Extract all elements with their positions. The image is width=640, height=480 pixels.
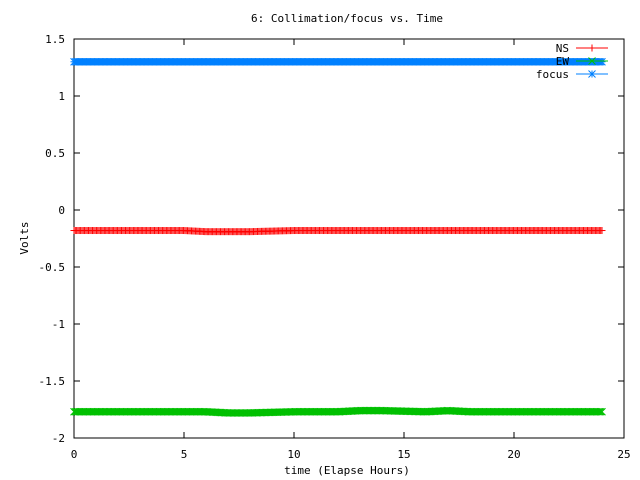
axis-tick-labels: -2 -1.5 -1 -0.5 0 0.5 1 1.5 0 5 10 15 20 25 (39, 33, 631, 461)
data-point-focus (598, 57, 606, 66)
x-tick-label: 20 (507, 448, 520, 461)
legend-marker-NS (588, 44, 596, 52)
legend-marker-focus-d2 (588, 70, 596, 78)
y-tick-label: 0 (58, 204, 65, 217)
legend-label-NS: NS (556, 42, 569, 55)
data-point-EW-d2 (598, 407, 606, 416)
data-point-EW (596, 407, 605, 416)
x-tick-label: 5 (181, 448, 188, 461)
y-tick-label: 0.5 (45, 147, 65, 160)
y-tick-label: -1 (52, 318, 65, 331)
legend-marker-EW (588, 57, 596, 65)
series-focus (70, 57, 606, 66)
x-tick-label: 10 (287, 448, 300, 461)
legend-marker-EW-d2 (588, 57, 596, 65)
y-tick-label: -0.5 (39, 261, 66, 274)
x-tick-label: 15 (397, 448, 410, 461)
x-tick-label: 25 (617, 448, 630, 461)
legend-marker-focus (588, 70, 596, 78)
data-point-NS (598, 227, 606, 235)
data-point-EW-d2 (595, 407, 604, 416)
y-tick-label: -1.5 (39, 375, 66, 388)
legend-label-focus: focus (536, 68, 569, 81)
plot-frame (73, 38, 625, 439)
y-tick-label: 1.5 (45, 33, 65, 46)
data-point-EW (598, 407, 606, 416)
data-point-EW-d2 (596, 407, 605, 416)
y-tick-label: 1 (58, 90, 65, 103)
data-point-focus-d2 (598, 57, 606, 66)
chart-title: 6: Collimation/focus vs. Time (251, 12, 443, 25)
data-point-EW (595, 407, 604, 416)
series-EW (70, 406, 606, 417)
y-tick-label: -2 (52, 432, 65, 445)
axis-ticks (73, 38, 625, 439)
y-axis-label: Volts (18, 221, 31, 254)
series-layer (70, 57, 606, 417)
series-NS (70, 227, 606, 236)
legend-label-EW: EW (556, 55, 570, 68)
x-tick-label: 0 (71, 448, 78, 461)
x-axis-label: time (Elapse Hours) (284, 464, 410, 477)
